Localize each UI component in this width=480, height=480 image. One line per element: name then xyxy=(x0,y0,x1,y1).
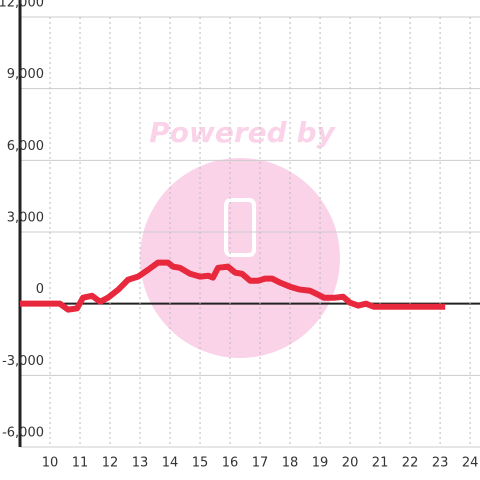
line xyxy=(20,259,446,313)
x-tick-label: 12 xyxy=(102,456,119,471)
x-tick-label: 11 xyxy=(72,456,89,471)
x-tick-label: 15 xyxy=(192,456,209,471)
x-tick-label: 22 xyxy=(402,456,419,471)
y-tick-label: 6,000 xyxy=(7,139,44,154)
x-tick-label: 21 xyxy=(372,456,389,471)
x-tick-label: 10 xyxy=(42,456,59,471)
y-tick-label: 12,000 xyxy=(0,0,44,11)
y-tick-label: 9,000 xyxy=(7,67,44,82)
x-tick-label: 18 xyxy=(282,456,299,471)
x-tick-label: 20 xyxy=(342,456,359,471)
y-tick-label: 0 xyxy=(36,282,44,297)
y-tick-label: -6,000 xyxy=(2,426,44,441)
y-tick-label: 3,000 xyxy=(7,211,44,226)
watermark-icon xyxy=(224,198,256,257)
x-tick-label: 24 xyxy=(462,456,479,471)
y-tick-label: -3,000 xyxy=(2,354,44,369)
x-tick-label: 14 xyxy=(162,456,179,471)
x-tick-label: 16 xyxy=(222,456,239,471)
watermark: Powered by xyxy=(149,116,336,149)
x-tick-label: 13 xyxy=(132,456,149,471)
x-tick-label: 17 xyxy=(252,456,269,471)
x-tick-label: 23 xyxy=(432,456,449,471)
x-tick-label: 19 xyxy=(312,456,329,471)
